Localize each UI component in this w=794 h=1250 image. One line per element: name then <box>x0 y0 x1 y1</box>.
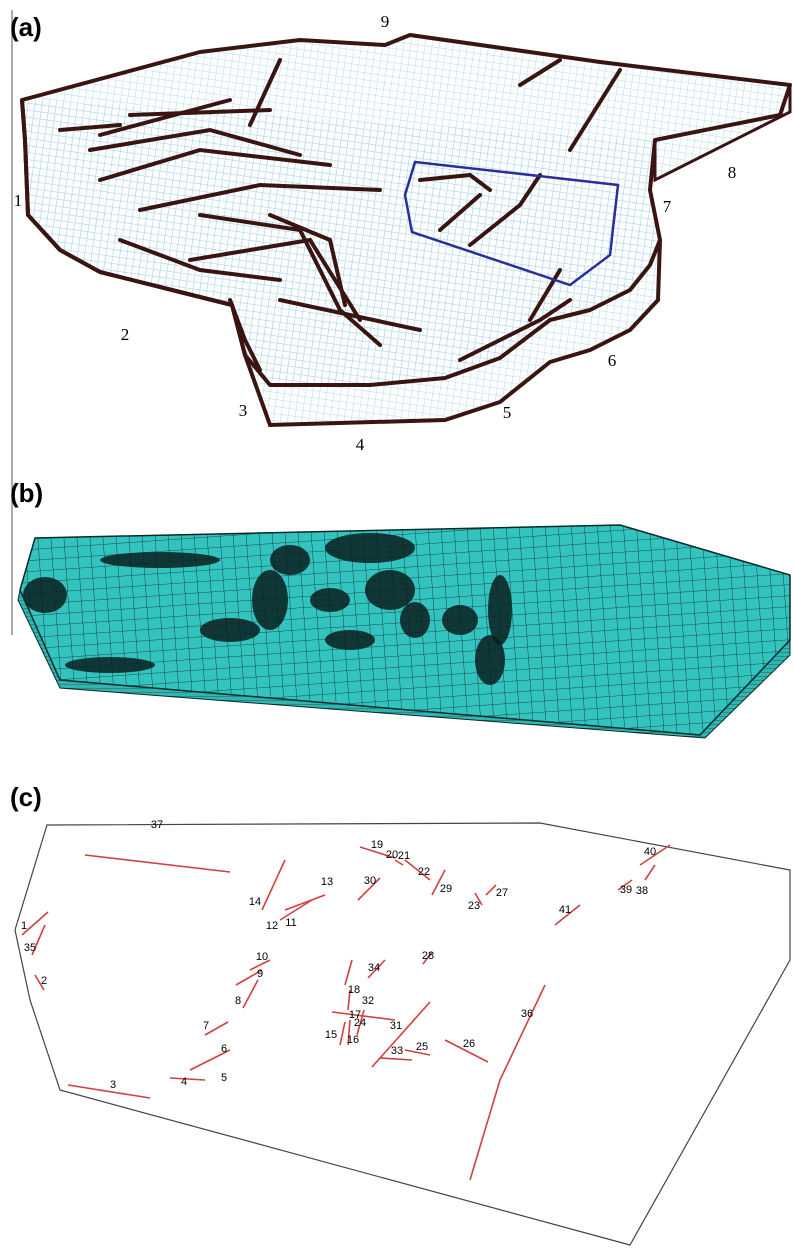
dense-mesh <box>65 657 155 673</box>
dense-mesh <box>365 570 415 610</box>
fault-label: 1 <box>21 920 27 932</box>
dense-mesh <box>400 602 430 638</box>
fault-label: 18 <box>348 984 360 996</box>
fault-trace <box>85 855 230 872</box>
fault-trace <box>170 1078 205 1080</box>
boundary-label: 6 <box>608 351 617 370</box>
fault-label: 11 <box>285 917 296 929</box>
fault-trace <box>645 865 655 880</box>
fault-trace <box>380 1058 412 1060</box>
fault-label: 22 <box>418 866 430 878</box>
fault-trace <box>285 895 325 910</box>
fault-label: 16 <box>347 1034 359 1046</box>
fault-label: 39 <box>620 884 632 896</box>
fault-label: 37 <box>151 819 163 831</box>
dense-mesh <box>310 588 350 612</box>
fault-label: 2 <box>41 975 47 987</box>
boundary-label: 2 <box>121 325 130 344</box>
fault-trace <box>243 980 258 1008</box>
fault-trace <box>486 885 496 895</box>
fault-label: 6 <box>221 1043 227 1055</box>
dense-mesh <box>200 618 260 642</box>
fault-label: 7 <box>203 1020 209 1032</box>
fault-label: 31 <box>390 1020 402 1032</box>
fault-label: 14 <box>249 896 261 908</box>
fault-label: 4 <box>181 1076 187 1088</box>
fault-label: 20 <box>386 849 398 861</box>
fault-label: 36 <box>521 1008 533 1020</box>
fault-label: 24 <box>354 1017 366 1029</box>
panel-label: (a) <box>10 12 42 42</box>
fault-label: 40 <box>644 846 656 858</box>
fault-label: 29 <box>440 883 452 895</box>
fault-label: 13 <box>321 876 333 888</box>
fault-label: 28 <box>422 950 434 962</box>
figure: (a) (b) (c) 1234567891234567891011121314… <box>0 0 794 1250</box>
page: (a) (b) (c) 1234567891234567891011121314… <box>0 0 794 1250</box>
fault-label: 35 <box>24 942 36 954</box>
fault-label: 38 <box>636 885 648 897</box>
dense-mesh <box>252 570 288 630</box>
dense-mesh <box>442 605 478 635</box>
fault-label: 3 <box>110 1079 116 1091</box>
fault-label: 8 <box>235 995 241 1007</box>
dense-mesh <box>100 552 220 568</box>
fault-label: 32 <box>362 995 374 1007</box>
fault-label: 41 <box>559 904 571 916</box>
fault-trace <box>340 1022 345 1045</box>
boundary-label: 8 <box>728 163 737 182</box>
fault-label: 5 <box>221 1072 227 1084</box>
fault-label: 10 <box>256 951 268 963</box>
dense-mesh <box>270 545 310 575</box>
dense-mesh <box>325 533 415 563</box>
panel-label: (b) <box>10 478 43 508</box>
boundary-label: 9 <box>381 12 390 31</box>
fault-label: 27 <box>496 887 508 899</box>
fault-trace <box>262 860 285 910</box>
fault-label: 12 <box>266 920 278 932</box>
fault-trace <box>345 960 352 985</box>
fault-label: 21 <box>398 850 410 862</box>
mesh-top <box>22 35 790 385</box>
dense-mesh <box>475 635 505 685</box>
boundary-label: 1 <box>14 191 23 210</box>
panel-label: (c) <box>10 782 42 812</box>
dense-mesh <box>23 577 67 613</box>
boundary-label: 5 <box>503 403 512 422</box>
fault-trace <box>470 985 545 1180</box>
dense-mesh <box>325 630 375 650</box>
dense-mesh <box>488 575 512 645</box>
fault-label: 15 <box>325 1029 337 1041</box>
fault-label: 23 <box>468 900 480 912</box>
fault-label: 26 <box>463 1038 475 1050</box>
boundary-label: 4 <box>356 435 365 454</box>
fault-label: 33 <box>391 1045 403 1057</box>
fault-label: 19 <box>371 839 383 851</box>
boundary-label: 7 <box>663 197 672 216</box>
fault-label: 25 <box>416 1041 428 1053</box>
fault-label: 9 <box>257 968 263 980</box>
fault-label: 30 <box>364 875 376 887</box>
boundary-label: 3 <box>239 401 248 420</box>
fault-label: 34 <box>368 962 380 974</box>
